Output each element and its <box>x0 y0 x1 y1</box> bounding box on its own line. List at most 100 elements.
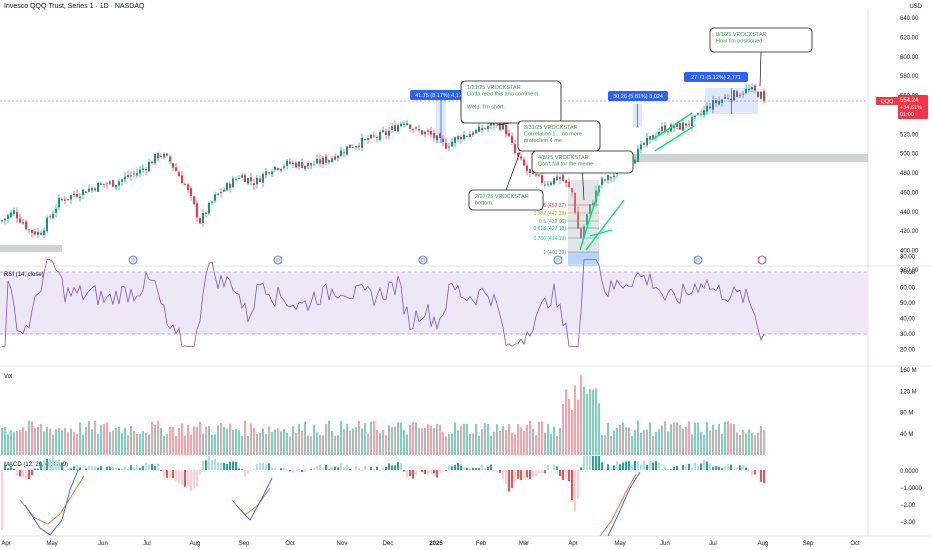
candle-body <box>67 198 69 200</box>
candle-body <box>688 124 690 126</box>
volume-bar <box>634 430 636 455</box>
volume-bar <box>247 435 249 455</box>
candle-body <box>319 159 321 164</box>
volume-bar <box>130 426 132 455</box>
candle-body <box>364 139 366 140</box>
candle-body <box>457 136 459 140</box>
volume-bar <box>136 433 138 455</box>
volume-bar <box>214 434 216 455</box>
x-tick-label: Nov <box>337 541 348 547</box>
macd-histogram-bar <box>199 470 201 475</box>
signal-line <box>231 487 271 516</box>
macd-line <box>235 477 273 521</box>
volume-bar <box>658 429 660 455</box>
volume-bar <box>271 432 273 455</box>
volume-bar <box>568 398 570 455</box>
volume-bar <box>388 425 390 455</box>
volume-bar <box>10 430 12 455</box>
candle-body <box>481 128 483 131</box>
volume-bar <box>472 433 474 455</box>
candle-body <box>103 183 105 185</box>
macd-histogram-bar <box>148 464 150 470</box>
candle-body <box>739 95 741 97</box>
volume-tick-label: 120 M <box>900 389 917 395</box>
volume-bar <box>163 436 165 455</box>
volume-bar <box>187 424 189 455</box>
candle-body <box>43 230 45 236</box>
volume-bar <box>733 424 735 455</box>
macd-histogram-bar <box>118 468 120 470</box>
macd-histogram-bar <box>631 464 633 470</box>
candle-body <box>133 173 135 175</box>
candle-body <box>466 136 468 137</box>
dividend-marker <box>418 255 428 265</box>
candle-body <box>304 165 306 169</box>
macd-histogram-bar <box>184 470 186 487</box>
measure-label-bg <box>410 90 470 100</box>
candle-body <box>7 215 9 219</box>
volume-bar <box>412 421 414 455</box>
macd-histogram-bar <box>736 467 738 470</box>
macd-histogram-bar <box>712 467 714 470</box>
macd-histogram-bar <box>649 460 651 470</box>
volume-bar <box>649 422 651 455</box>
volume-bar <box>718 423 720 455</box>
macd-histogram-bar <box>619 464 621 470</box>
volume-bar <box>334 435 336 455</box>
volume-bar <box>670 424 672 455</box>
candle-body <box>484 128 486 130</box>
dividend-marker <box>128 255 138 265</box>
volume-bar <box>337 435 339 455</box>
candle-body <box>508 133 510 137</box>
volume-bar <box>217 425 219 455</box>
candle-body <box>451 141 453 147</box>
measure-label: 41.75 (8.17%) 4,175 <box>415 93 465 99</box>
macd-histogram-bar <box>175 470 177 482</box>
macd-histogram-bar <box>397 462 399 470</box>
candle-body <box>232 178 234 188</box>
candle-body <box>127 174 129 178</box>
x-tick-label: Jul <box>143 541 151 547</box>
candle-body <box>325 156 327 163</box>
candle-body <box>526 165 528 171</box>
volume-bar <box>406 434 408 455</box>
candle-body <box>169 156 171 162</box>
symbol-title[interactable]: Invesco QQQ Trust, Series 1 · 1D · NASDA… <box>4 3 145 10</box>
macd-histogram-bar <box>214 458 216 470</box>
annotation-pointer <box>759 51 762 87</box>
price-tick-label: 620.00 <box>900 35 919 41</box>
candle-body <box>520 156 522 159</box>
candle-body <box>28 229 30 231</box>
volume-bar <box>382 429 384 455</box>
annotation-box <box>468 189 544 211</box>
macd-histogram-bar <box>565 470 567 480</box>
support-zone-left <box>0 245 62 252</box>
candle-body <box>16 212 18 219</box>
macd-histogram-bar <box>622 462 624 470</box>
macd-histogram-bar <box>286 470 288 472</box>
candle-body <box>445 143 447 149</box>
macd-histogram-bar <box>346 464 348 470</box>
annotation-text: Gotta read this and comment <box>467 92 538 98</box>
price-tick-label: 480.00 <box>900 171 919 177</box>
candle-body <box>154 154 156 164</box>
dividend-marker <box>553 255 563 265</box>
candle-body <box>145 169 147 170</box>
candle-body <box>382 130 384 133</box>
candle-body <box>406 123 408 126</box>
macd-histogram-bar <box>358 468 360 470</box>
macd-histogram-bar <box>655 461 657 470</box>
candle-body <box>334 156 336 160</box>
volume-bar <box>688 421 690 455</box>
volume-bar <box>652 435 654 455</box>
rsi-tick-label: 80.00 <box>900 255 916 261</box>
candle-body <box>238 178 240 179</box>
candle-body <box>571 188 573 193</box>
volume-bar <box>532 428 534 455</box>
candle-body <box>658 131 660 135</box>
macd-histogram-bar <box>370 466 372 470</box>
macd-histogram-bar <box>406 470 408 478</box>
candle-body <box>136 173 138 176</box>
volume-bar <box>175 435 177 455</box>
macd-histogram-bar <box>547 465 549 470</box>
